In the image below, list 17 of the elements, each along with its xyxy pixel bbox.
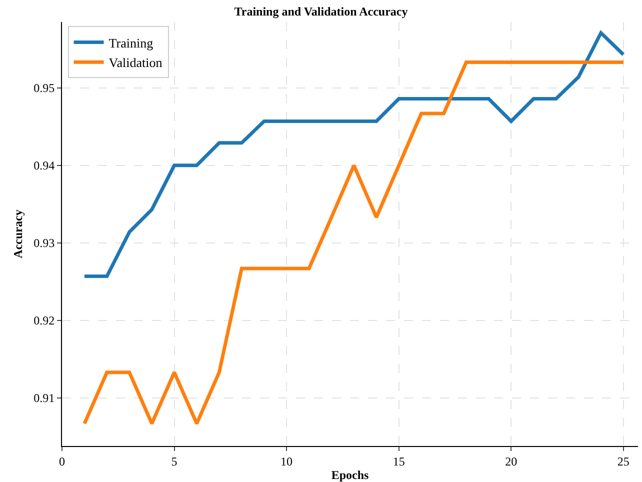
y-tick-label: 0.91 bbox=[34, 391, 55, 406]
x-axis-title: Epochs bbox=[331, 468, 369, 482]
legend-label: Training bbox=[108, 35, 154, 50]
x-tick-label: 25 bbox=[617, 454, 630, 468]
x-tick-label: 20 bbox=[505, 454, 518, 468]
y-tick-label: 0.94 bbox=[34, 158, 55, 173]
y-tick-label: 0.92 bbox=[34, 314, 55, 328]
legend-label: Validation bbox=[108, 55, 163, 70]
x-tick-label: 0 bbox=[59, 454, 65, 468]
line-series bbox=[82, 31, 626, 278]
y-axis-title: Accuracy bbox=[10, 210, 25, 258]
x-tick-label: 10 bbox=[280, 454, 293, 468]
x-tick-label: 15 bbox=[392, 454, 405, 468]
y-tick-label: 0.93 bbox=[34, 236, 55, 250]
x-tick-label: 5 bbox=[171, 454, 178, 468]
chart-title: Training and Validation Accuracy bbox=[234, 4, 408, 19]
y-tick-label: 0.95 bbox=[34, 81, 55, 96]
